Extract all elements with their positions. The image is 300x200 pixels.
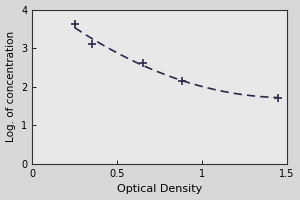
Y-axis label: Log. of concentration: Log. of concentration — [6, 31, 16, 142]
X-axis label: Optical Density: Optical Density — [117, 184, 202, 194]
